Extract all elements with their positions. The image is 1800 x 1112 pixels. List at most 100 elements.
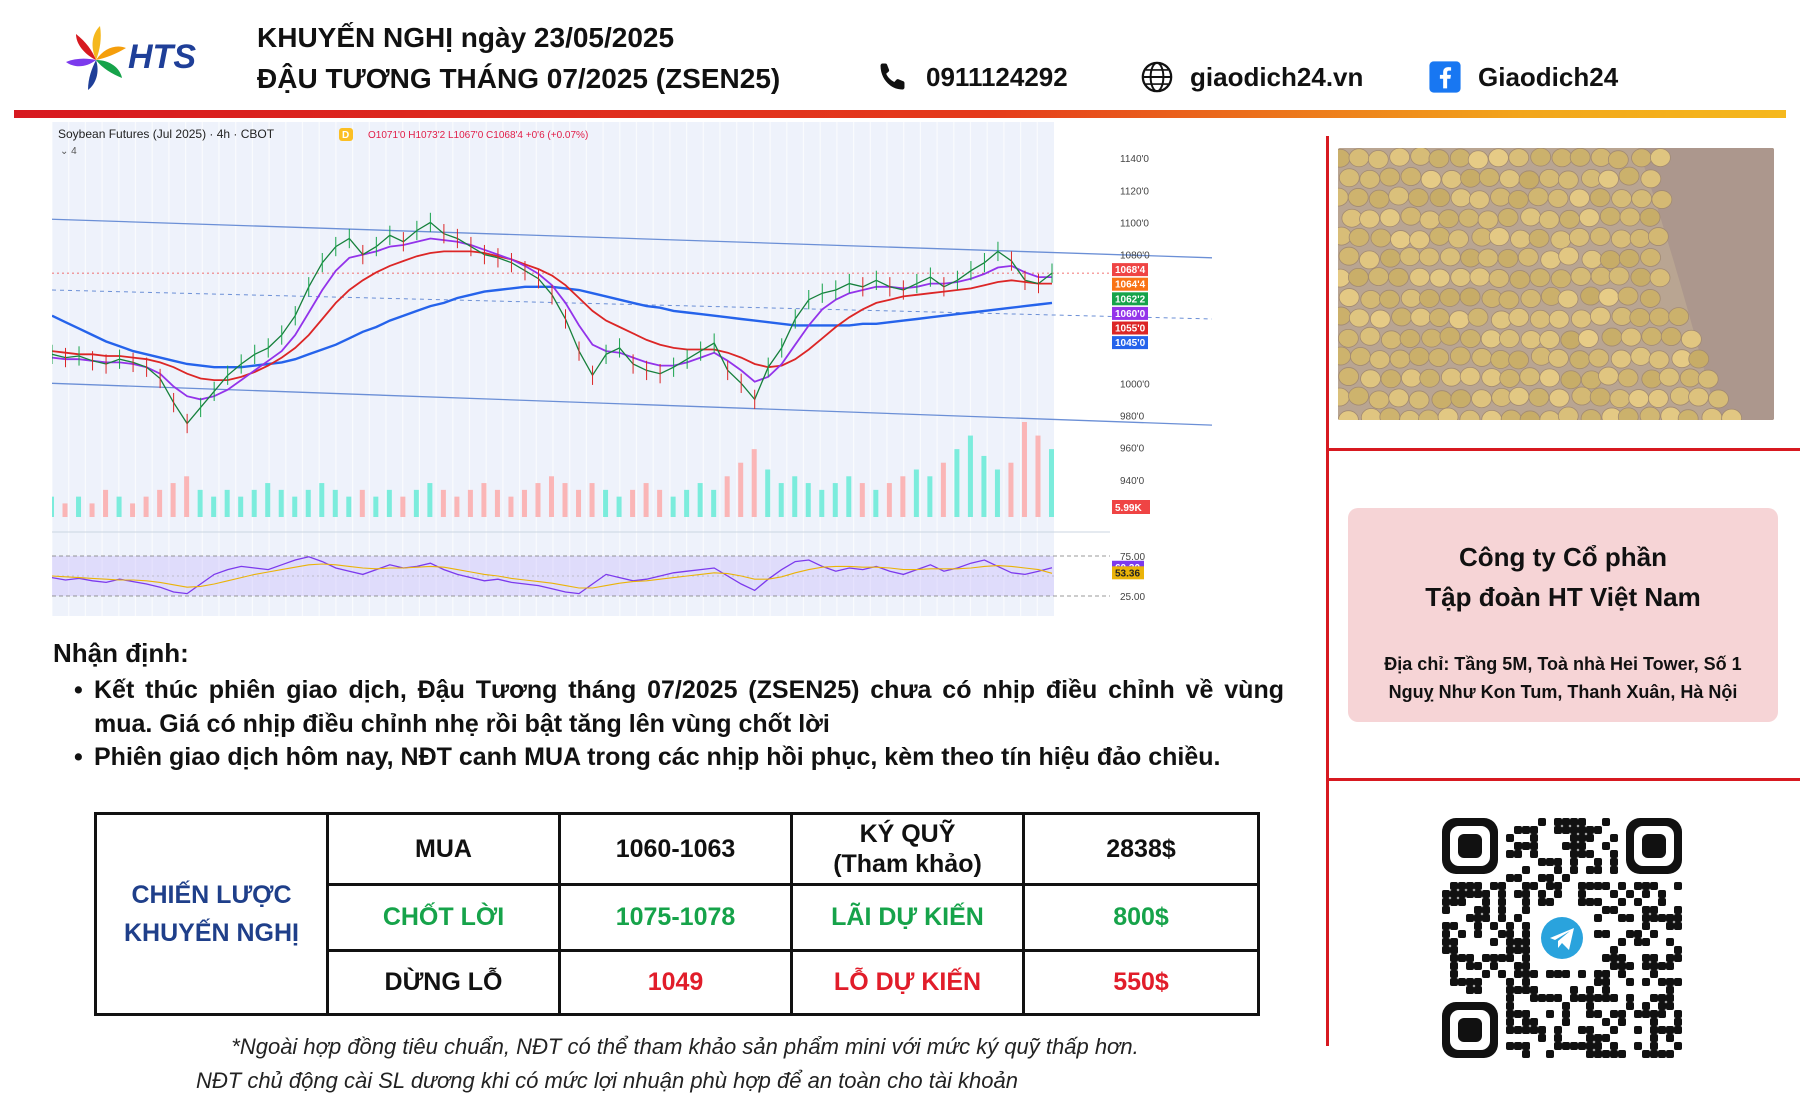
qr-module: [1474, 906, 1482, 914]
qr-module: [1666, 1002, 1674, 1010]
qr-module: [1538, 898, 1546, 906]
qr-module: [1450, 954, 1458, 962]
qr-module: [1594, 898, 1602, 906]
qr-module: [1546, 882, 1554, 890]
qr-module: [1562, 970, 1570, 978]
soybean: [1420, 170, 1442, 189]
qr-module: [1538, 1026, 1546, 1034]
table-divider: [790, 815, 793, 1013]
soybean: [1608, 266, 1630, 286]
qr-module: [1506, 922, 1514, 930]
qr-module: [1610, 1050, 1618, 1058]
volume-bar: [359, 489, 365, 517]
margin-label: KÝ QUỸ: [859, 820, 956, 848]
qr-module: [1498, 906, 1506, 914]
qr-module: [1610, 1042, 1618, 1050]
soybean: [1439, 247, 1461, 267]
soybean: [1708, 389, 1729, 409]
contact-website[interactable]: giaodich24.vn: [1140, 60, 1363, 94]
soybean: [1450, 389, 1472, 409]
qr-module: [1642, 914, 1650, 922]
qr-module: [1554, 882, 1562, 890]
soybean: [1348, 308, 1370, 328]
qr-module: [1570, 850, 1578, 858]
qr-module: [1522, 866, 1530, 874]
qr-module: [1530, 834, 1538, 842]
qr-module: [1642, 1002, 1650, 1010]
soybeans-photo: [1338, 148, 1774, 420]
soybean: [1399, 329, 1421, 348]
qr-module: [1594, 970, 1602, 978]
qr-module: [1522, 826, 1530, 834]
qr-module: [1538, 818, 1546, 826]
qr-module: [1554, 1042, 1562, 1050]
volume-bar: [346, 496, 352, 517]
qr-module: [1458, 898, 1466, 906]
qr-module: [1530, 826, 1538, 834]
chart-canvas[interactable]: Soybean Futures (Jul 2025) · 4h · CBOT O1…: [52, 122, 1312, 616]
volume-label: 5.99K: [1115, 503, 1142, 514]
soybean: [1409, 230, 1430, 250]
qr-module: [1602, 954, 1610, 962]
qr-module: [1538, 1034, 1546, 1042]
volume-bar: [765, 469, 771, 517]
qr-module: [1594, 1050, 1602, 1058]
qr-module: [1506, 1002, 1514, 1010]
volume-bar: [427, 483, 433, 517]
qr-module: [1626, 914, 1634, 922]
qr-module: [1506, 850, 1514, 858]
soybean: [1347, 188, 1369, 207]
soybean: [1660, 327, 1682, 346]
soybean: [1499, 329, 1520, 349]
qr-module: [1642, 938, 1650, 946]
volume-bar: [589, 483, 595, 517]
volume-bar: [616, 496, 622, 517]
qr-module: [1458, 890, 1466, 898]
qr-module: [1634, 1026, 1642, 1034]
qr-module: [1514, 850, 1522, 858]
soybean: [1428, 348, 1450, 367]
qr-module: [1586, 1002, 1594, 1010]
table-divider: [326, 883, 1260, 886]
website-link[interactable]: giaodich24.vn: [1190, 61, 1364, 92]
strategy-label: CHIẾN LƯỢC: [131, 881, 292, 909]
section-divider: [1326, 778, 1800, 781]
soybean: [1400, 167, 1422, 186]
qr-module: [1522, 1018, 1530, 1026]
qr-module: [1538, 874, 1546, 882]
contact-facebook[interactable]: Giaodich24: [1428, 60, 1618, 94]
volume-bar: [413, 489, 419, 517]
qr-module: [1642, 882, 1650, 890]
qr-module: [1450, 938, 1458, 946]
burlap-sack: [1638, 148, 1774, 420]
qr-module: [1578, 882, 1586, 890]
volume-bar: [130, 503, 136, 517]
qr-module: [1474, 978, 1482, 986]
qr-module: [1586, 850, 1594, 858]
qr-module: [1610, 906, 1618, 914]
volume-bar: [1008, 462, 1014, 517]
volume-bar: [562, 483, 568, 517]
soybean: [1580, 409, 1602, 420]
qr-module: [1442, 946, 1450, 954]
soybean: [1428, 149, 1450, 169]
soybean: [1528, 388, 1550, 407]
soybean: [1467, 150, 1489, 170]
globe-icon: [1141, 61, 1173, 93]
qr-module: [1442, 922, 1450, 930]
qr-code[interactable]: [1442, 818, 1682, 1058]
qr-module: [1642, 922, 1650, 930]
qr-module: [1522, 946, 1530, 954]
phone-icon: [880, 63, 905, 90]
facebook-link[interactable]: Giaodich24: [1478, 61, 1619, 92]
qr-module: [1578, 1042, 1586, 1050]
qr-module: [1602, 1050, 1610, 1058]
soybean: [1468, 190, 1490, 210]
soybean: [1639, 207, 1661, 227]
volume-bar: [157, 489, 163, 517]
contact-phone[interactable]: 0911124292: [876, 60, 1068, 94]
qr-module: [1594, 1042, 1602, 1050]
price-chart[interactable]: Soybean Futures (Jul 2025) · 4h · CBOT O1…: [52, 122, 1312, 616]
soybean: [1338, 246, 1360, 266]
qr-module: [1514, 962, 1522, 970]
